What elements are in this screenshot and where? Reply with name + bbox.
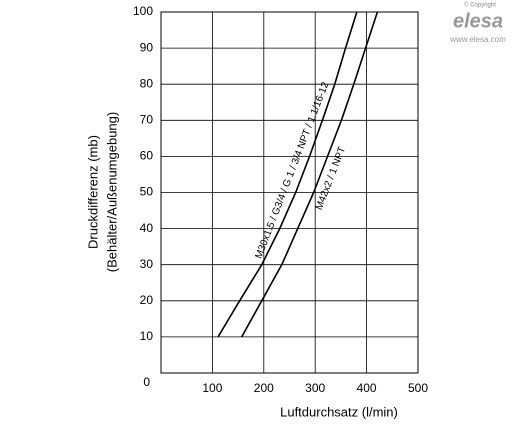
y-axis-title: Druckdifferenz (mb) — [85, 135, 100, 249]
x-axis-title: Luftdurchsatz (l/min) — [280, 404, 398, 419]
brand-url: www.elesa.com — [449, 35, 506, 44]
y-tick-label: 60 — [140, 149, 154, 163]
y-tick-label: 100 — [133, 4, 153, 18]
copyright: © Copyright — [464, 2, 496, 9]
y-tick-label: 30 — [140, 257, 154, 271]
y-axis-subtitle: (Behälter/Außenumgebung) — [104, 112, 119, 272]
y-tick-label: 70 — [140, 112, 154, 126]
brand-logo: elesa — [453, 10, 503, 32]
y-tick-label: 10 — [140, 329, 154, 343]
x-tick-label: 300 — [305, 381, 325, 395]
curve — [240, 11, 379, 338]
series-label: M30x1.5 / G3/4 / G 1 / 3/4 NPT / 1.1/16-… — [254, 80, 332, 260]
y-tick-label: 90 — [140, 40, 154, 54]
y-tick-label: 20 — [140, 293, 154, 307]
y-tick-label: 80 — [140, 76, 154, 90]
x-tick-label: 500 — [408, 381, 428, 395]
y-tick-label: 50 — [140, 185, 154, 199]
curve — [217, 11, 358, 338]
y-tick-label: 40 — [140, 221, 154, 235]
x-tick-label: 100 — [202, 381, 222, 395]
x-tick-label: 200 — [254, 381, 274, 395]
x-tick-label: 400 — [357, 381, 377, 395]
y-tick-label: 0 — [143, 375, 150, 389]
